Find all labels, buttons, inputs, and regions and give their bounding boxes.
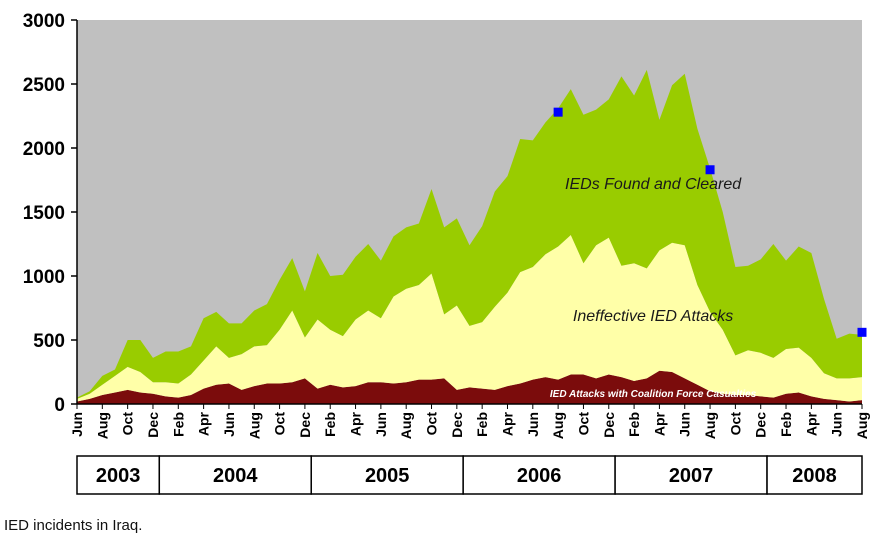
x-tick-label: Apr — [499, 411, 515, 436]
year-label-2006: 2006 — [517, 465, 562, 487]
x-tick-label: Feb — [626, 412, 642, 437]
year-label-2007: 2007 — [669, 465, 714, 487]
x-tick-label: Aug — [550, 412, 566, 439]
y-tick-label: 1500 — [23, 203, 65, 224]
x-tick-label: Apr — [803, 411, 819, 436]
x-tick-label: Jun — [373, 412, 389, 437]
y-tick-label: 1000 — [23, 267, 65, 288]
year-box-2006 — [462, 455, 616, 495]
marker-1 — [705, 165, 715, 175]
y-tick-label: 3000 — [23, 11, 65, 32]
x-tick-label: Dec — [449, 412, 465, 438]
x-tick-label: Aug — [702, 412, 718, 439]
year-label-2003: 2003 — [96, 465, 141, 487]
x-tick-label: Jun — [221, 412, 237, 437]
annotation-2: IED Attacks with Coalition Force Casualt… — [550, 389, 757, 400]
x-tick-label: Dec — [753, 412, 769, 438]
x-tick-label: Dec — [601, 412, 617, 438]
x-tick-label: Aug — [854, 412, 870, 439]
x-tick-label: Oct — [272, 412, 288, 436]
x-tick-label: Oct — [120, 412, 136, 436]
x-tick-label: Oct — [575, 412, 591, 436]
year-label-2005: 2005 — [365, 465, 410, 487]
y-tick-label: 2500 — [23, 75, 65, 96]
y-tick-label: 0 — [54, 395, 65, 416]
x-tick-label: Apr — [196, 411, 212, 436]
year-box-2003 — [76, 455, 161, 495]
annotation-1: Ineffective IED Attacks — [573, 308, 733, 325]
year-label-2004: 2004 — [213, 465, 258, 487]
x-tick-label: Jun — [677, 412, 693, 437]
x-tick-label: Feb — [778, 412, 794, 437]
x-tick-label: Dec — [297, 412, 313, 438]
year-box-2008 — [766, 455, 863, 495]
x-tick-label: Feb — [322, 412, 338, 437]
series-area-2 — [77, 69, 862, 399]
year-box-2004 — [158, 455, 312, 495]
year-box-2005 — [310, 455, 464, 495]
year-label-2008: 2008 — [792, 465, 837, 487]
x-tick-label: Oct — [424, 412, 440, 436]
year-box-2007 — [614, 455, 768, 495]
x-tick-label: Jun — [829, 412, 845, 437]
figure-caption: IED incidents in Iraq. — [4, 517, 143, 534]
axes: 0 500 1000 1500 2000 2500 3000 Jun Aug Oct Dec Feb A… — [23, 11, 870, 495]
series-area-1 — [77, 235, 862, 402]
ied-chart: IEDs Found and Cleared Ineffective IED At… — [23, 11, 870, 495]
x-tick-label: Dec — [145, 412, 161, 438]
y-tick-label: 500 — [33, 331, 65, 352]
marker-2 — [857, 327, 867, 337]
y-tick-label: 2000 — [23, 139, 65, 160]
x-tick-label: Jun — [69, 412, 85, 437]
annotations: IEDs Found and Cleared Ineffective IED At… — [550, 176, 757, 400]
x-tick-label: Jun — [525, 412, 541, 437]
x-tick-label: Aug — [398, 412, 414, 439]
x-tick-label: Apr — [348, 411, 364, 436]
markers — [553, 107, 867, 337]
x-tick-label: Feb — [474, 412, 490, 437]
series-areas — [77, 69, 862, 404]
x-tick-label: Feb — [170, 412, 186, 437]
annotation-0: IEDs Found and Cleared — [565, 176, 742, 193]
x-tick-label: Oct — [727, 412, 743, 436]
x-tick-label: Aug — [94, 412, 110, 439]
marker-0 — [553, 107, 563, 117]
x-tick-label: Aug — [246, 412, 262, 439]
x-tick-label: Apr — [651, 411, 667, 436]
